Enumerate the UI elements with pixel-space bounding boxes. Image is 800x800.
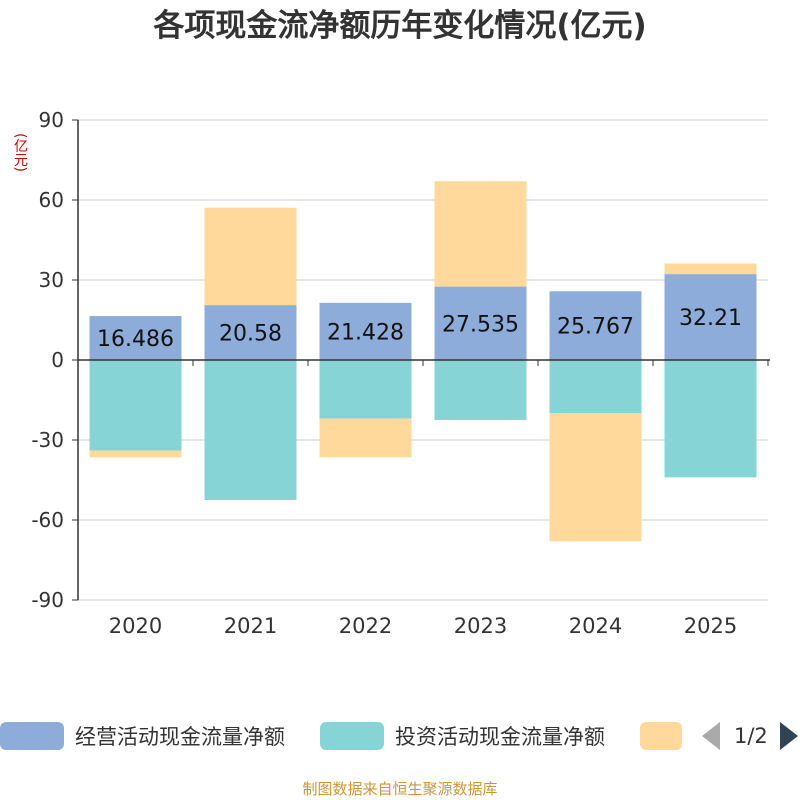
legend-swatch-financing [640, 722, 682, 750]
bar-investing[interactable] [664, 360, 757, 478]
data-label-operating: 20.58 [219, 322, 282, 347]
bar-financing[interactable] [549, 413, 642, 542]
bar-operating[interactable] [434, 286, 527, 360]
y-tick-label: 0 [51, 348, 64, 372]
legend-swatch-investing [320, 722, 384, 750]
x-category-label: 2021 [224, 614, 277, 638]
x-category-label: 2020 [109, 614, 162, 638]
bar-investing[interactable] [434, 360, 527, 420]
legend-item-investing[interactable]: 投资活动现金流量净额 [320, 720, 605, 752]
bar-operating[interactable] [89, 316, 182, 360]
data-label-operating: 16.486 [97, 327, 174, 352]
legend-pager: 1/2 [700, 720, 800, 752]
legend-prev-page-icon[interactable] [702, 722, 720, 750]
bar-operating[interactable] [319, 302, 412, 360]
bar-financing[interactable] [319, 418, 412, 458]
legend-swatch-operating [0, 722, 64, 750]
x-category-label: 2023 [454, 614, 507, 638]
x-category-label: 2024 [569, 614, 622, 638]
bar-investing[interactable] [204, 360, 297, 500]
bar-operating[interactable] [204, 305, 297, 360]
chart-title: 各项现金流净额历年变化情况(亿元) [153, 8, 647, 44]
legend-label-investing: 投资活动现金流量净额 [395, 725, 605, 749]
y-tick-label: 30 [39, 268, 64, 292]
y-tick-label: -30 [31, 428, 64, 452]
cash-flow-chart: 90 60 30 0 -30 -60 -90 16.486 20.58 21.428 27.535 2… [31, 108, 770, 638]
bar-investing[interactable] [89, 360, 182, 451]
legend-page-indicator: 1/2 [734, 724, 768, 748]
legend-item-financing[interactable] [640, 720, 682, 752]
bar-financing[interactable] [434, 181, 527, 287]
data-label-operating: 27.535 [442, 312, 519, 337]
bar-financing[interactable] [89, 450, 182, 458]
bar-investing[interactable] [549, 360, 642, 414]
legend-next-page-icon[interactable] [779, 722, 798, 750]
data-source-note: 制图数据来自恒生聚源数据库 [302, 780, 498, 798]
legend-label-operating: 经营活动现金流量净额 [75, 725, 285, 749]
x-category-label: 2022 [339, 614, 392, 638]
legend: 经营活动现金流量净额 投资活动现金流量净额 1/2 [0, 716, 800, 756]
bar-operating[interactable] [549, 291, 642, 360]
bar-financing[interactable] [204, 207, 297, 306]
y-tick-label: -60 [31, 508, 64, 532]
y-tick-label: -90 [31, 588, 64, 612]
data-label-operating: 32.21 [679, 306, 742, 331]
y-axis-unit-label: (亿元) [12, 132, 28, 172]
y-tick-label: 90 [39, 108, 64, 132]
bar-operating[interactable] [664, 274, 757, 360]
data-label-operating: 25.767 [557, 315, 634, 340]
bar-investing[interactable] [319, 360, 412, 419]
y-tick-label: 60 [39, 188, 64, 212]
x-category-label: 2025 [684, 614, 737, 638]
bar-financing[interactable] [664, 263, 757, 275]
data-label-operating: 21.428 [327, 320, 404, 345]
legend-item-operating[interactable]: 经营活动现金流量净额 [0, 720, 285, 752]
